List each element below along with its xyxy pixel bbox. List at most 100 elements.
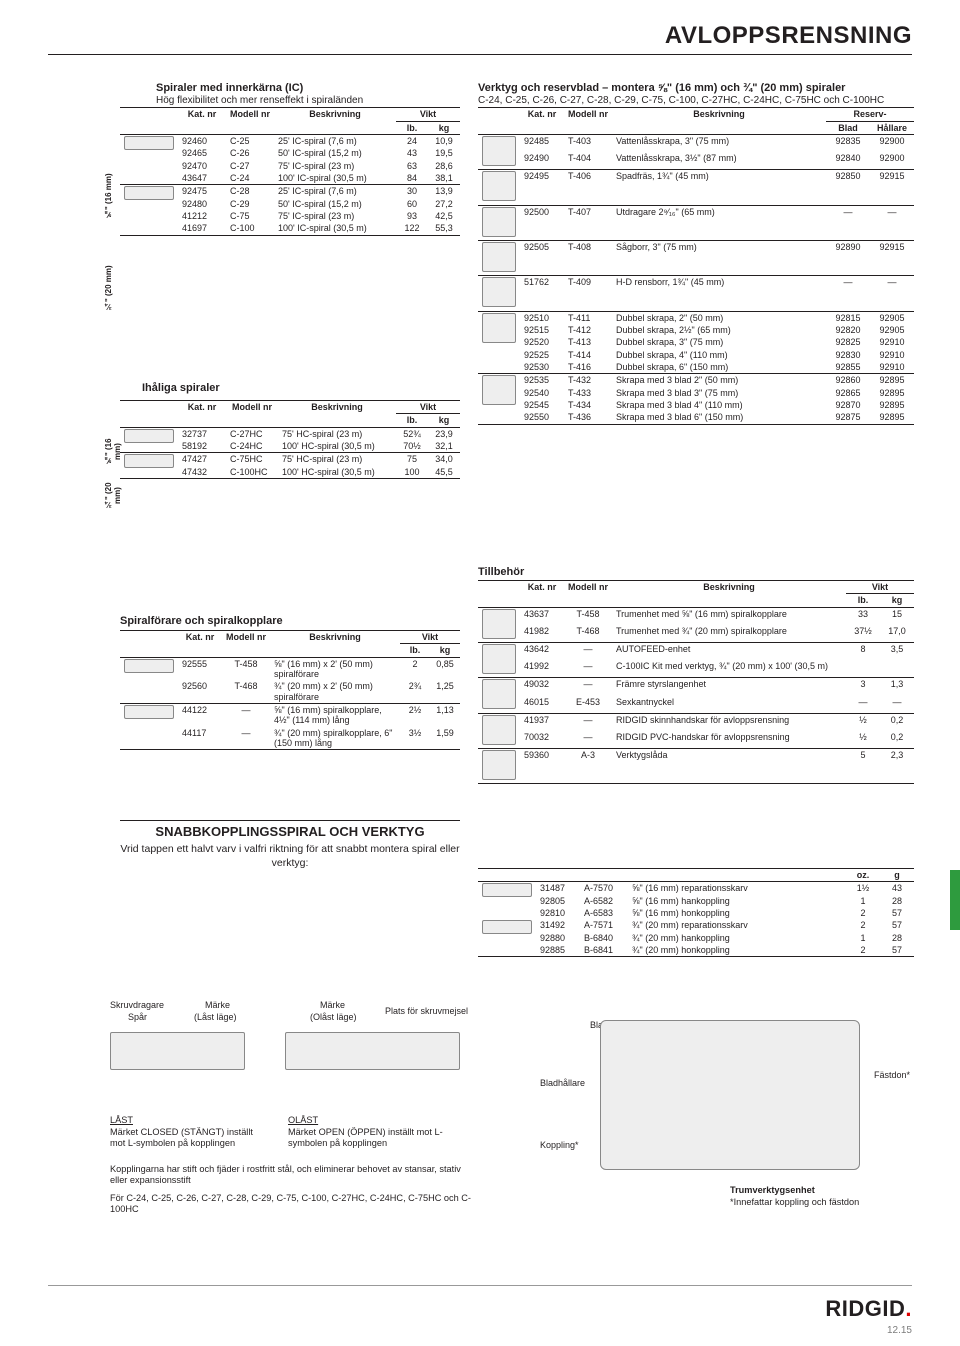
product-icon: [124, 136, 174, 150]
table-cell: 92470: [178, 160, 226, 172]
table-cell: 37½: [846, 625, 880, 643]
table-cell: 50' IC-spiral (15,2 m): [274, 147, 396, 159]
table-cell: 52¾: [396, 427, 428, 440]
table-cell: Sexkantnyckel: [612, 696, 846, 714]
table-cell: 92895: [870, 374, 914, 387]
hdr-oz: oz.: [846, 869, 880, 882]
table-cell: 41982: [520, 625, 564, 643]
illustration-cell: [478, 713, 520, 748]
table-cell: 25' IC-spiral (7,6 m): [274, 134, 396, 147]
table-cell: RIDGID PVC-handskar för avloppsrensning: [612, 731, 846, 749]
hdr-beskr: Beskrivning: [612, 581, 846, 608]
hdr-katnr: Kat. nr: [178, 108, 226, 135]
lbl-fastdon: Fästdon*: [874, 1070, 910, 1080]
table-cell: 57: [880, 919, 914, 931]
table-cell: B-6840: [580, 932, 628, 944]
hdr-lb: lb.: [396, 414, 428, 427]
table-cell: Främre styrslangenhet: [612, 678, 846, 696]
table-row: 92485T-403Vattenlåsskrapa, 3" (75 mm)928…: [478, 134, 914, 152]
table-cell: Dubbel skrapa, 3" (75 mm): [612, 336, 826, 348]
t1-vlabels: ⅝" (16 mm) ¾" (20 mm): [104, 150, 113, 330]
hdr-vikt: Vikt: [400, 631, 460, 644]
table-cell: A-6583: [580, 907, 628, 919]
table-cell: 44117: [178, 727, 222, 750]
table-cell: 92480: [178, 198, 226, 210]
table-cell: ¾" (20 mm) honkoppling: [628, 944, 846, 957]
product-icon: [482, 242, 516, 272]
table-row: 92555T-458⅝" (16 mm) x 2' (50 mm) spiral…: [120, 657, 460, 680]
table-cell: C-100: [226, 222, 274, 235]
table-cell: 45,5: [428, 466, 460, 479]
table-cell: 57: [880, 944, 914, 957]
table-cell: 75' HC-spiral (23 m): [278, 427, 396, 440]
table-cell: 75' HC-spiral (23 m): [278, 453, 396, 466]
table-cell: 92820: [826, 324, 870, 336]
table-cell: 55,3: [428, 222, 460, 235]
table-row: 41992—C-100IC Kit med verktyg, ¾" (20 mm…: [478, 660, 914, 678]
table-cell: 3,5: [880, 643, 914, 661]
illustration-cell: [478, 205, 520, 240]
table-row: 92535T-432Skrapa med 3 blad 2" (50 mm)92…: [478, 374, 914, 387]
table-cell: 100' HC-spiral (30,5 m): [278, 440, 396, 453]
table-cell: Spadfräs, 1¾" (45 mm): [612, 170, 826, 205]
table-cell: Dubbel skrapa, 2½" (65 mm): [612, 324, 826, 336]
table-cell: 92485: [520, 134, 564, 152]
table-cell: —: [826, 205, 870, 240]
table-cell: Trumenhet med ⅝" (16 mm) spiralkopplare: [612, 607, 846, 625]
table-cell: 17,0: [880, 625, 914, 643]
lbl-olast-desc: Märket OPEN (ÖPPEN) inställt mot L-symbo…: [288, 1127, 458, 1150]
table-cell: 59360: [520, 749, 564, 784]
table-cell: 28: [880, 932, 914, 944]
table-cell: 92835: [826, 134, 870, 152]
illustration-cell: [120, 704, 178, 750]
table-cell: 92900: [870, 152, 914, 170]
table-accessories: Kat. nr Modell nr Beskrivning Vikt lb. k…: [478, 580, 914, 784]
table-cell: 92915: [870, 240, 914, 275]
table-cell: A-7570: [580, 882, 628, 895]
table-row: 31492A-7571¾" (20 mm) reparationsskarv25…: [478, 919, 914, 931]
hdr-kg: kg: [880, 594, 914, 607]
lbl-skruvdragare: Skruvdragare: [110, 1000, 164, 1010]
table-cell: 92515: [520, 324, 564, 336]
table-cell: C-75HC: [226, 453, 278, 466]
table-cell: 1,59: [430, 727, 460, 750]
hdr-lb: lb.: [400, 644, 430, 657]
table-cell: C-100IC Kit med verktyg, ¾" (20 mm) x 10…: [612, 660, 846, 678]
table-cell: 2½: [400, 704, 430, 727]
table-cell: Skrapa med 3 blad 4" (110 mm): [612, 399, 826, 411]
table-cell: T-412: [564, 324, 612, 336]
table-row: 92530T-416Dubbel skrapa, 6" (150 mm)9285…: [478, 361, 914, 374]
table-row: 92460C-2525' IC-spiral (7,6 m)2410,9: [120, 134, 460, 147]
table-cell: T-403: [564, 134, 612, 152]
table-cell: ¾" (20 mm) reparationsskarv: [628, 919, 846, 931]
table-cell: C-26: [226, 147, 274, 159]
hdr-kg: kg: [428, 121, 460, 134]
table-cell: 92500: [520, 205, 564, 240]
illustration-cell: [478, 607, 520, 642]
table-row: 92500T-407Utdragare 2⁹⁄₁₆" (65 mm)——: [478, 205, 914, 240]
table-cell: 92475: [178, 185, 226, 198]
table-row: 41937—RIDGID skinnhandskar för avloppsre…: [478, 713, 914, 731]
t1-group2-label: ¾" (20 mm): [104, 242, 113, 334]
table-cell: 92895: [870, 399, 914, 411]
table-cell: 23,9: [428, 427, 460, 440]
table-cell: 5: [846, 749, 880, 784]
table-cell: 47432: [178, 466, 226, 479]
table-cell: 51762: [520, 276, 564, 311]
table-cell: T-434: [564, 399, 612, 411]
table-cell: 100: [396, 466, 428, 479]
table-cell: 92530: [520, 361, 564, 374]
table-row: 92515T-412Dubbel skrapa, 2½" (65 mm)9282…: [478, 324, 914, 336]
t3-group1-label: ⅝" (16 mm): [104, 430, 122, 474]
table-cell: Dubbel skrapa, 6" (150 mm): [612, 361, 826, 374]
hdr-beskr: Beskrivning: [278, 401, 396, 428]
table-cell: 2,3: [880, 749, 914, 784]
lbl-koppling: Koppling*: [540, 1140, 579, 1150]
product-icon: [482, 136, 516, 166]
table-cell: 92875: [826, 411, 870, 424]
table-row: 59360A-3Verktygslåda52,3: [478, 749, 914, 784]
table-cell: 24: [396, 134, 428, 147]
table-cell: Vattenlåsskrapa, 3" (75 mm): [612, 134, 826, 152]
diagram-area: Skruvdragare Spår Märke (Låst läge) Märk…: [70, 1000, 900, 1260]
table-cell: T-458: [222, 657, 270, 680]
